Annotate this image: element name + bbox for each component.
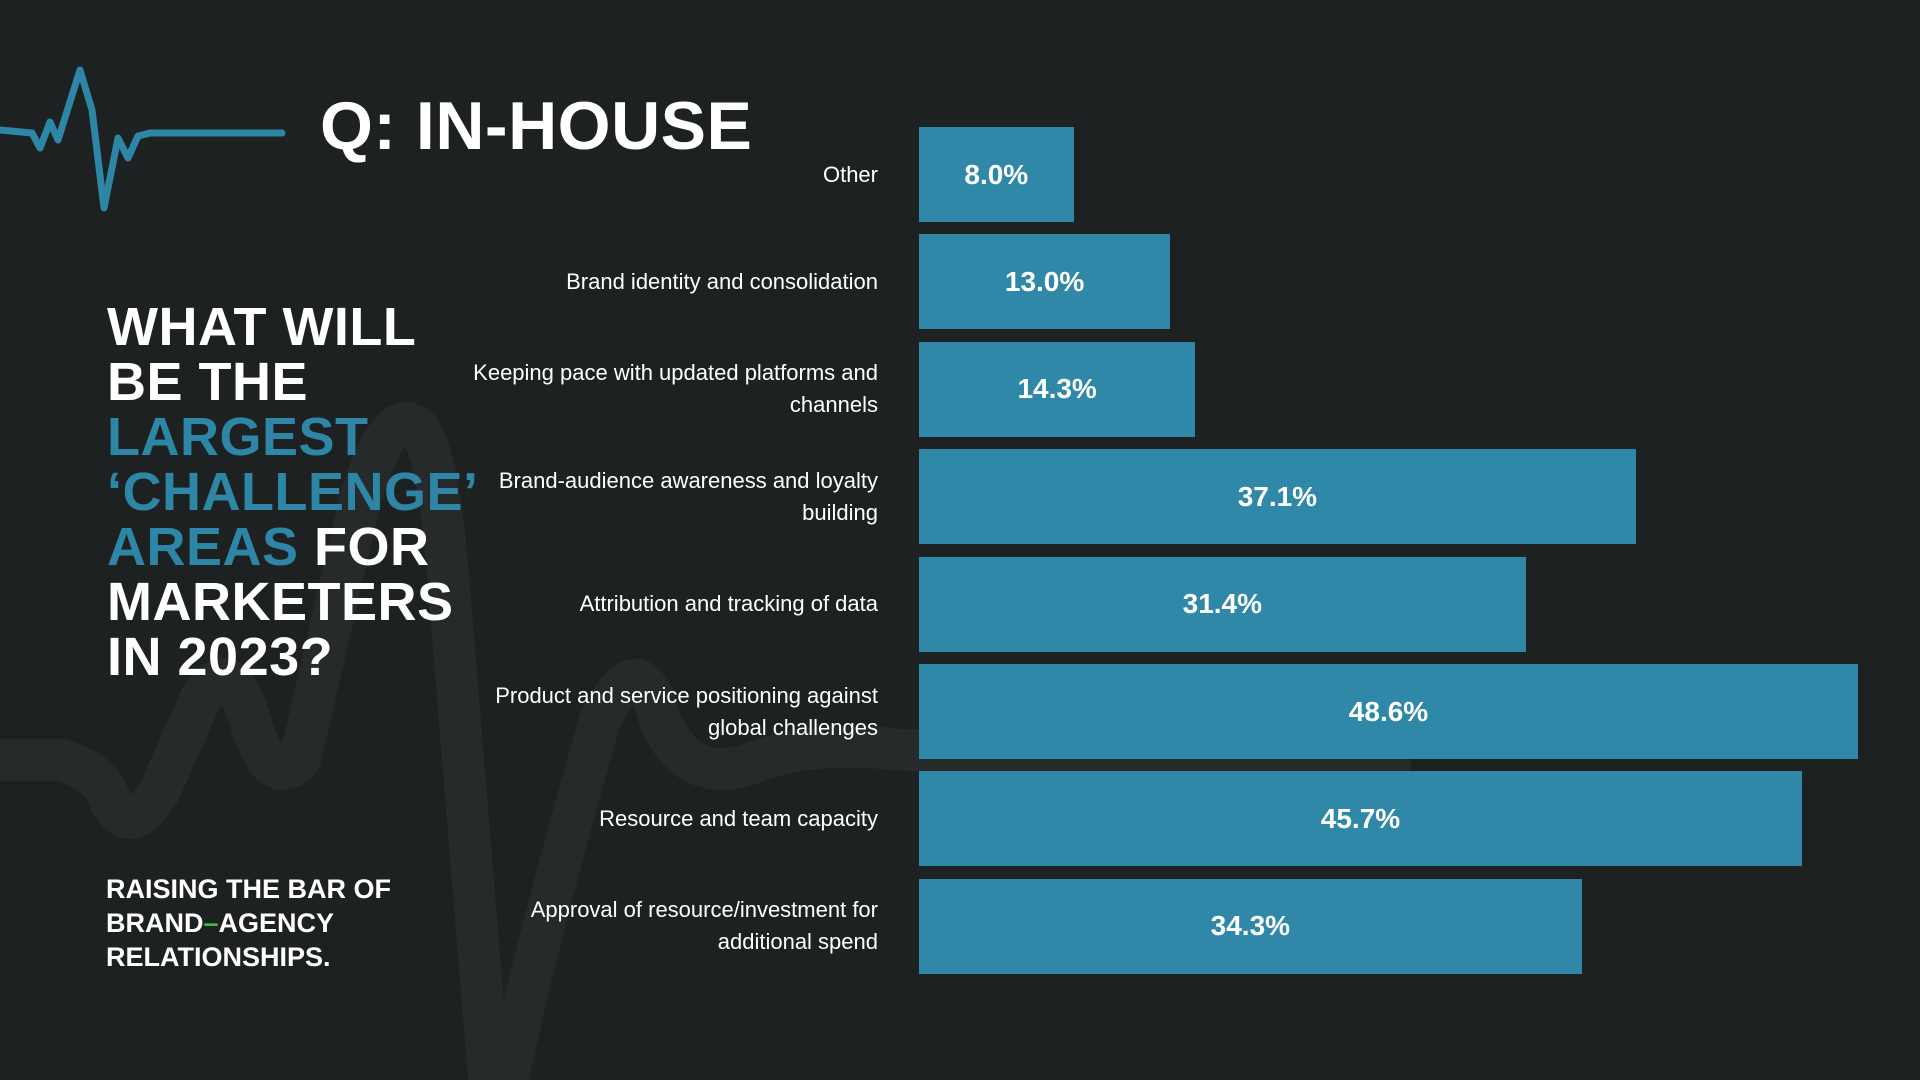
tagline-line-3: RELATIONSHIPS. (106, 942, 331, 972)
bar (919, 234, 1171, 330)
question-highlight-2: ‘CHALLENGE’ (107, 462, 479, 522)
bar (919, 341, 1196, 437)
bar (919, 664, 1858, 759)
bar-value-label: 37.1% (1237, 480, 1318, 512)
bar-value-label: 8.0% (964, 158, 1029, 190)
bar (919, 127, 1074, 222)
category-label: Product and service positioning against … (495, 682, 878, 740)
tagline-dash: – (203, 908, 219, 938)
bar (919, 449, 1636, 545)
bar-value-label: 48.6% (1348, 695, 1429, 727)
bar (919, 556, 1526, 652)
bar (919, 771, 1802, 867)
question-text: WHAT WILL BE THE LARGEST ‘CHALLENGE’ ARE… (107, 300, 507, 685)
bar-value-label: 34.3% (1210, 910, 1291, 942)
bar-value-label: 14.3% (1017, 373, 1097, 405)
question-line-1: WHAT WILL (107, 297, 417, 357)
bar-value-label: 31.4% (1182, 588, 1263, 620)
question-line-6: MARKETERS (107, 572, 454, 632)
category-label: Resource and team capacity (599, 805, 878, 831)
category-label: Brand identity and consolidation (566, 268, 878, 294)
question-highlight-1: LARGEST (107, 407, 369, 467)
question-line-7: IN 2023? (107, 627, 334, 687)
tagline-agency: AGENCY (218, 908, 335, 938)
category-label: Attribution and tracking of data (579, 591, 878, 617)
tagline: RAISING THE BAR OF BRAND–AGENCY RELATION… (106, 872, 391, 974)
tagline-brand: BRAND (106, 908, 204, 938)
bar-value-label: 13.0% (1004, 265, 1085, 297)
tagline-line-2: BRAND–AGENCY (106, 906, 391, 940)
bar-value-label: 45.7% (1320, 802, 1401, 834)
category-label: Keeping pace with updated platforms and … (473, 360, 878, 418)
page-title: Q: IN-HOUSE (320, 88, 753, 164)
question-line-5-rest: FOR (298, 517, 430, 577)
heartbeat-pulse-icon (0, 66, 286, 212)
tagline-line-1: RAISING THE BAR OF (106, 874, 392, 904)
question-highlight-3: AREAS (107, 517, 299, 577)
category-label: Other (822, 161, 878, 187)
category-label: Approval of resource/investment for addi… (530, 897, 878, 955)
question-line-2: BE THE (107, 352, 309, 412)
category-label: Brand-audience awareness and loyalty bui… (498, 467, 878, 525)
bar (919, 878, 1582, 974)
